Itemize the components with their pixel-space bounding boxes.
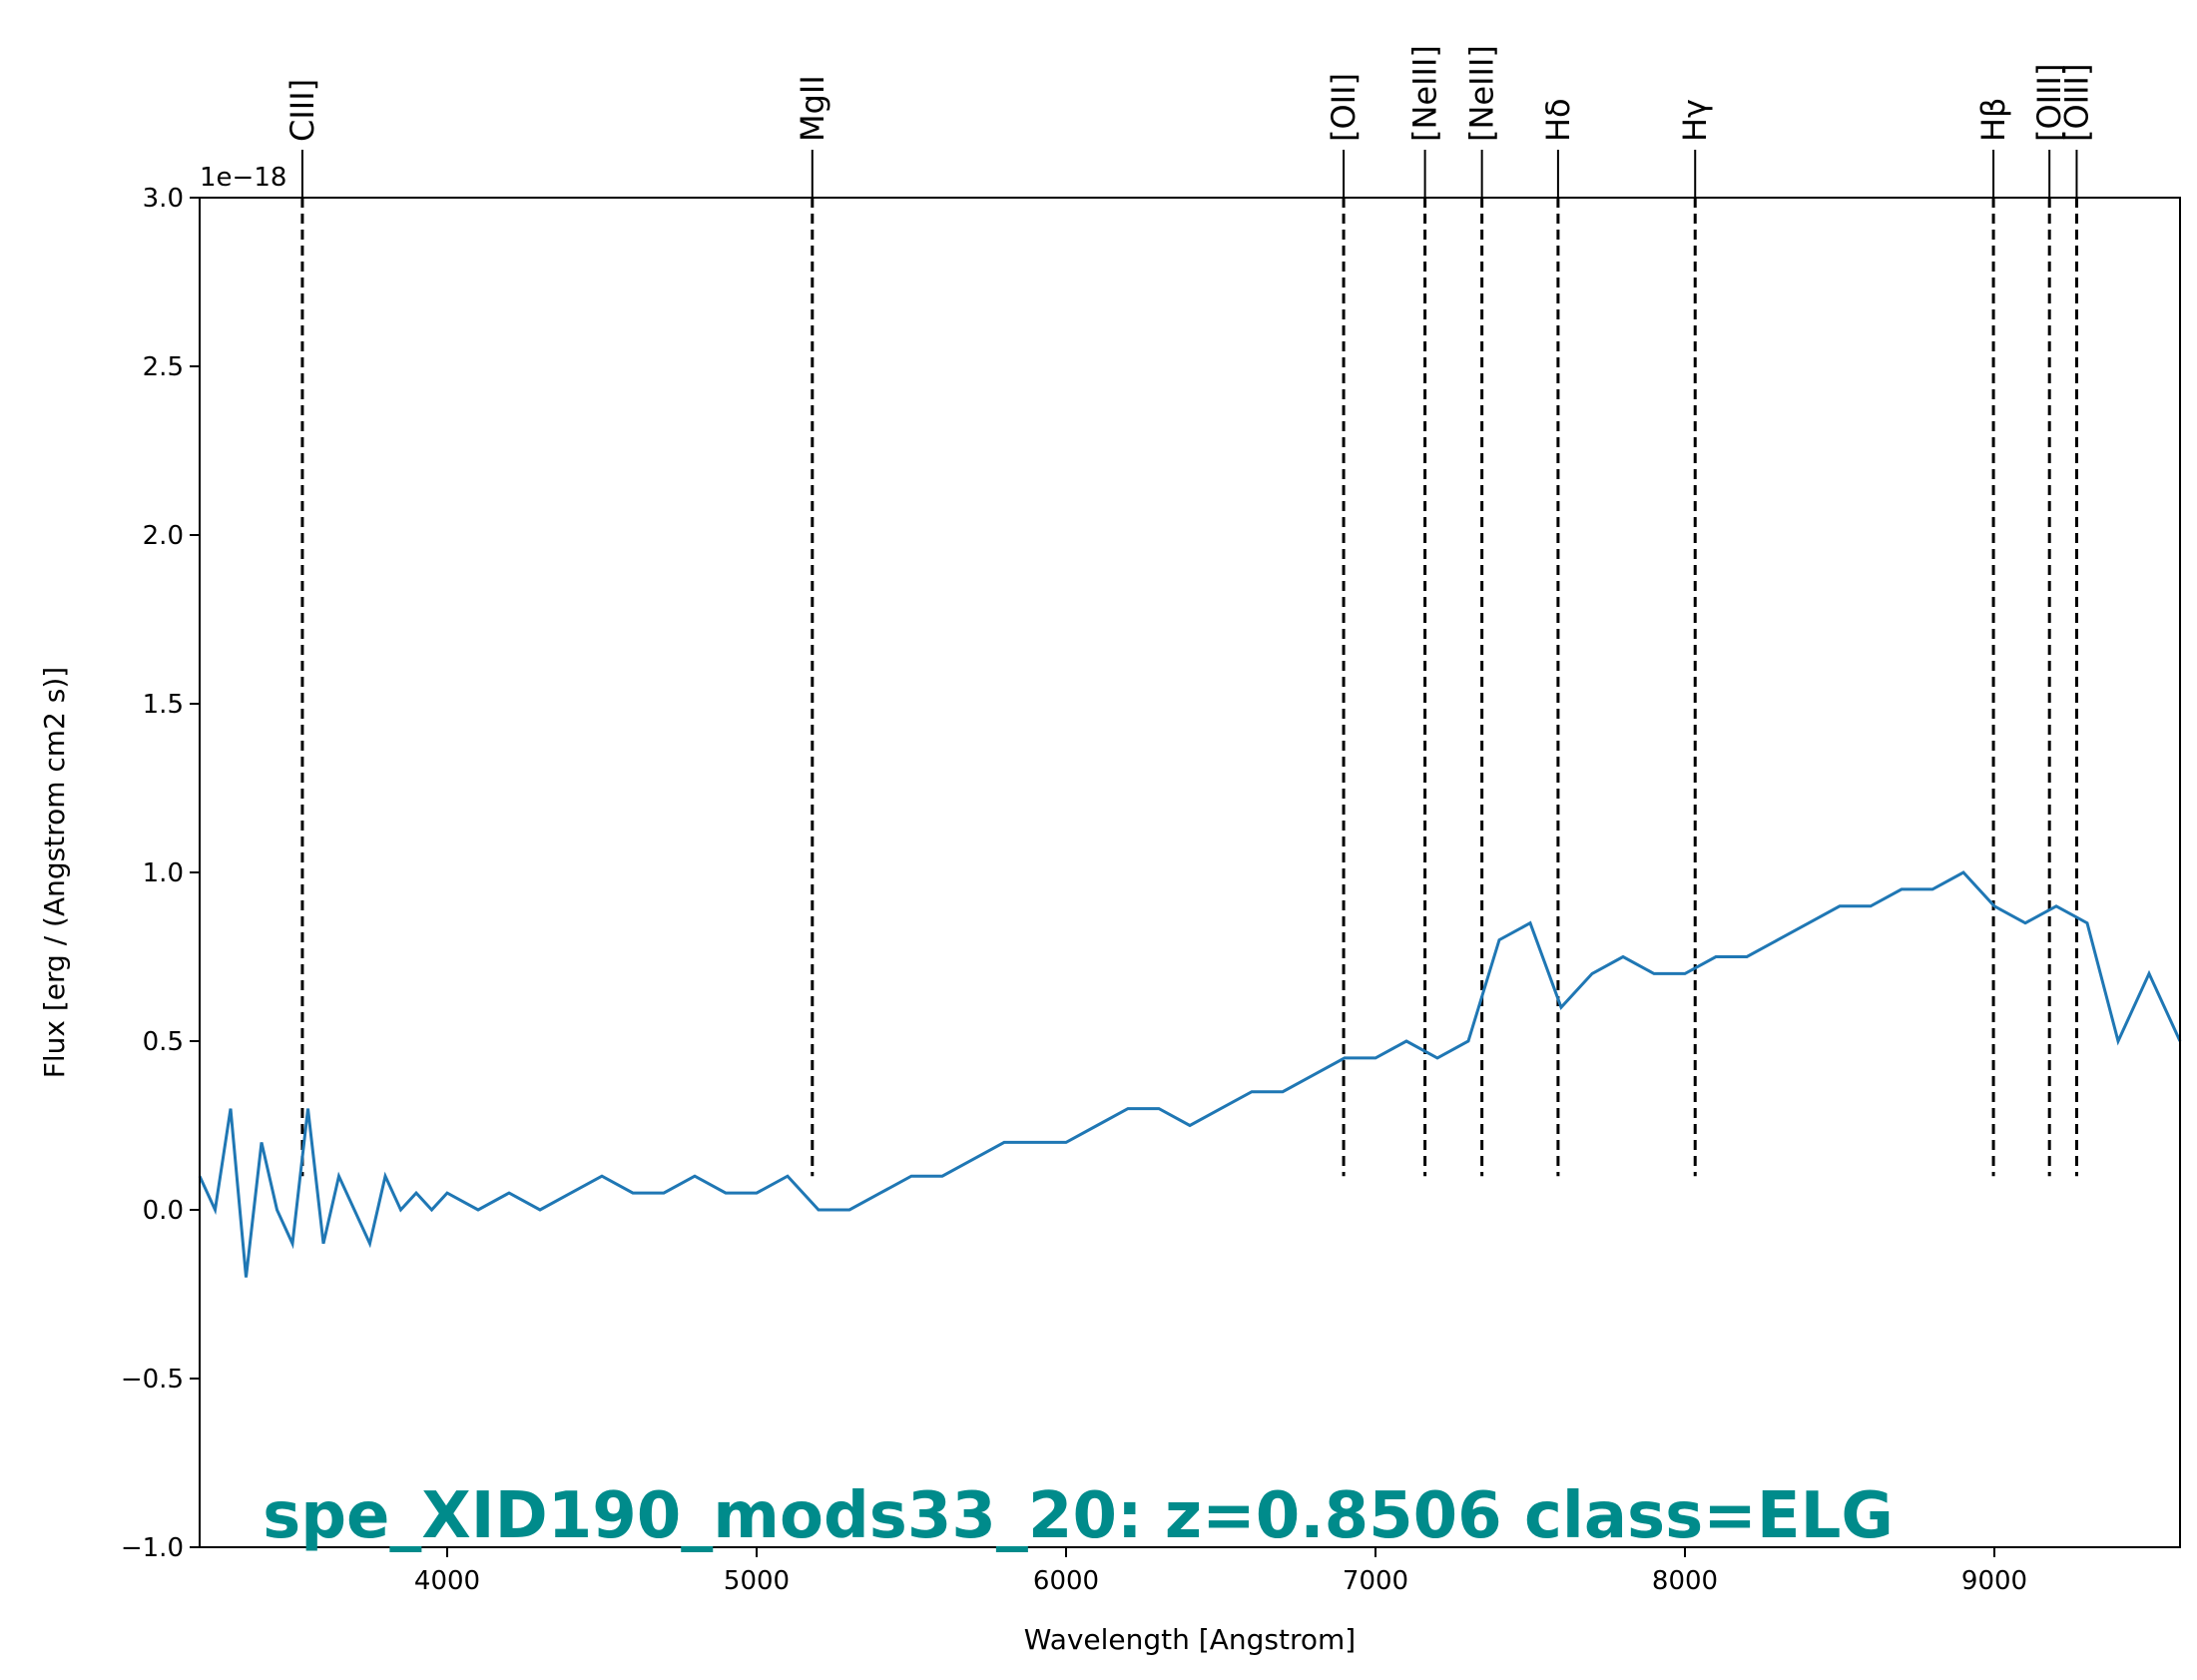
y-axis-ticks: −1.0 −0.5 0.0 0.5 1.0 1.5 2.0 2.5 3.0 [121, 184, 200, 1563]
y-tick-label: 3.0 [143, 184, 184, 214]
plot-frame [199, 197, 2181, 1548]
emission-line-label: [NeIII] [1463, 45, 1501, 142]
emission-line-label: Hγ [1676, 99, 1714, 142]
spectrum-line [198, 870, 2182, 1278]
y-tick-label: −1.0 [121, 1533, 184, 1563]
y-tick-label: 2.5 [143, 352, 184, 382]
emission-line-label: MgII [794, 75, 831, 142]
y-axis-label: Flux [erg / (Angstrom cm2 s)] [38, 667, 71, 1078]
emission-line-label: [OII] [1325, 73, 1363, 142]
emission-line-label: Hβ [1974, 98, 2012, 142]
emission-line-markers: CIII] MgII [OII] [NeIII] [NeIII] Hδ Hγ Hβ [OIII]… [283, 45, 2095, 1177]
emission-line-label: CIII] [283, 79, 321, 142]
x-tick-label: 7000 [1343, 1566, 1408, 1596]
emission-line-label: [NeIII] [1406, 45, 1444, 142]
y-tick-label: 0.5 [143, 1027, 184, 1057]
x-tick-label: 4000 [414, 1566, 480, 1596]
x-tick-label: 6000 [1033, 1566, 1099, 1596]
y-tick-label: 1.5 [143, 690, 184, 720]
x-tick-label: 5000 [724, 1566, 790, 1596]
y-offset-text: 1e−18 [200, 163, 286, 193]
emission-line-label: Hδ [1539, 98, 1577, 142]
x-tick-label: 8000 [1652, 1566, 1718, 1596]
y-tick-label: 1.0 [143, 858, 184, 888]
x-axis-label: Wavelength [Angstrom] [1024, 1623, 1356, 1656]
x-tick-label: 9000 [1961, 1566, 2027, 1596]
emission-line-label: [OIII] [2057, 64, 2095, 142]
y-tick-label: −0.5 [121, 1365, 184, 1395]
emission-line-label: [OIII] [2030, 64, 2068, 142]
y-tick-label: 2.0 [143, 521, 184, 551]
y-tick-label: 0.0 [143, 1196, 184, 1226]
spectrum-annotation: spe_XID190_mods33_20: z=0.8506 class=ELG [263, 1479, 1894, 1553]
x-axis-ticks: 4000 5000 6000 7000 8000 9000 [414, 1547, 2027, 1596]
